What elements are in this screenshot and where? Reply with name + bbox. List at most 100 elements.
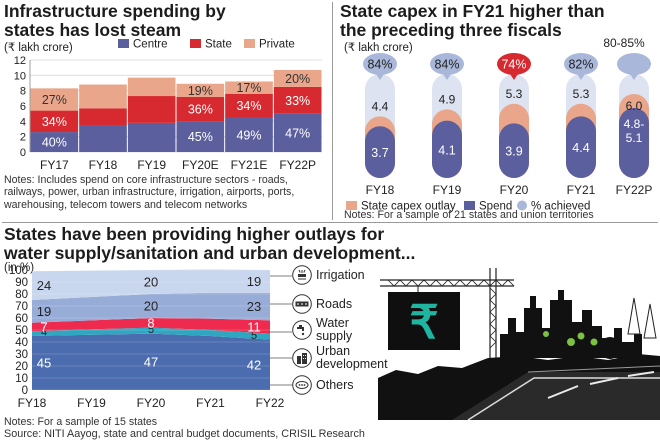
bar-state-FY22P [273,86,322,114]
area-label: 20 [144,275,158,290]
spend-label: 3.9 [505,145,522,159]
source-note: Source: NITI Aayog, state and central bu… [4,428,365,440]
legend-label-irrigation: Irrigation [316,268,365,282]
area-roads [32,292,270,323]
outlay-label: 5.3 [573,87,590,101]
area-label: 42 [247,357,261,372]
panel1-title: Infrastructure spending by states has lo… [4,2,226,40]
pct-bubble-tail [630,74,638,80]
irrigation-icon [292,265,312,285]
x-tick-label: FY17 [40,158,69,172]
buildings-icon [292,348,312,368]
y-tick-label: 60 [15,313,28,325]
area-label: 11 [247,320,261,335]
pct-label: 80-85% [603,36,645,50]
area-label: 4 [41,327,47,339]
y-tick-label: 80 [15,289,28,301]
bar-private-FY20E [176,83,225,97]
area-label: 24 [37,278,51,293]
y-tick-label: 100 [9,265,28,277]
bar-state-FY18 [79,108,127,126]
y-tick-label: 50 [15,325,28,337]
pct-label: 84% [434,58,459,72]
panel2-title-line1: State capex in FY21 higher than [340,1,605,21]
panel3-unit: (in %) [4,262,35,274]
area-label: 45 [37,356,51,371]
spend-label: 4.4 [572,141,589,155]
pct-bubble-tail [376,74,384,80]
area-label: 23 [247,299,261,314]
area-label: 19 [37,304,51,319]
bar-spend-FY18 [365,126,395,178]
area-label: 47 [144,354,158,369]
legend-label-private: Private [259,39,295,51]
bar-state-FY17 [30,110,79,133]
x-tick-label: FY21 [196,396,225,410]
bar-private-FY19 [127,77,176,97]
y-tick-label: 12 [14,55,26,67]
data-label: 17% [236,81,261,95]
x-tick-label: FY20 [137,396,166,410]
spend-label: 4.1 [438,143,455,157]
legend-label-pct-achieved: % achieved [531,201,590,213]
legend-swatch-capex-outlay [346,201,357,210]
bar-centre-FY17 [30,132,79,152]
others-icon [292,375,312,395]
x-tick-label: FY22P [279,158,316,172]
y-tick-label: 30 [15,349,28,361]
vertical-divider [332,2,333,220]
bar-state-FY19 [127,96,176,123]
bar-private-FY22P [273,69,322,87]
x-tick-label: FY19 [77,396,106,410]
area-label: 19 [247,274,261,289]
bar-centre-FY21E [225,117,273,152]
panel3-title-line2: water supply/sanitation and urban develo… [4,243,416,263]
y-tick-label: 6 [20,101,26,113]
area-label: 7 [40,320,47,335]
y-tick-label: 8 [20,86,26,98]
crane [380,268,515,358]
svg-text:₹: ₹ [409,296,438,348]
road [452,365,660,420]
data-label: 40% [42,136,67,150]
panel2-title-line2: the preceding three fiscals [340,20,562,40]
y-tick-label: 0 [20,147,26,159]
legend-swatch-spend [464,201,475,210]
x-tick-label: FY22 [256,396,285,410]
panel3-title-line1: States have been providing higher outlay… [4,224,385,244]
legend-swatch-centre [118,39,129,48]
bar-private-FY17 [30,88,79,111]
x-tick-label: FY19 [433,183,462,197]
data-label: 47% [285,126,310,140]
bar-state-FY21E [225,93,273,118]
y-tick-label: 20 [15,361,28,373]
area-label: 8 [147,315,154,330]
bar-state-FY20E [176,96,225,122]
y-tick-label: 10 [15,373,28,385]
spend-label-line1: 4.8- [624,117,645,131]
chart-state-capex: 4.4 3.7 84% FY18 4.9 4.1 84% FY19 5.3 3.9 74% FY20 5… [346,36,653,213]
panel1-title-line2: states has lost steam [4,20,182,40]
panel2-notes: Notes: For a sample of 21 states and uni… [344,209,594,221]
bar-centre-FY20E [176,121,225,152]
pct-bubble-FY20 [497,53,531,75]
bar-private-FY21E [225,81,273,94]
horizontal-divider [2,222,658,223]
panel1-notes: Notes: Includes spend on core infrastruc… [4,174,295,211]
legend-label-capex-outlay: State capex outlay [361,201,456,213]
pct-bubble-tail [577,74,585,80]
x-tick-label: FY22P [616,183,653,197]
data-label: 34% [42,115,67,129]
x-tick-label: FY18 [366,183,395,197]
y-tick-label: 40 [15,337,28,349]
pct-label: 74% [501,58,526,72]
spend-label: 3.7 [371,146,388,160]
legend-label-roads: Roads [316,297,353,311]
x-tick-label: FY20 [500,183,529,197]
legend-label-state: State [205,39,232,51]
x-tick-label: FY18 [89,158,118,172]
data-label: 45% [188,130,213,144]
pct-label: 84% [367,58,392,72]
legend-connector-lines [270,275,292,386]
